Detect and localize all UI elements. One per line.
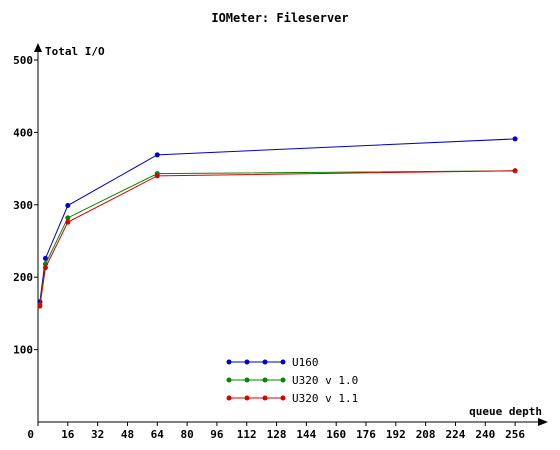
x-tick-label: 80 [180,428,193,441]
legend-marker [280,359,286,365]
x-tick-label: 256 [505,428,525,441]
data-point [65,203,71,209]
x-tick-label: 32 [91,428,104,441]
data-point [42,265,48,271]
legend-label: U320 v 1.1 [292,392,358,405]
legend-marker [226,377,232,383]
y-tick-label: 100 [13,344,33,357]
series-line [39,170,516,305]
y-axis-label: Total I/O [45,45,105,58]
x-tick-label: 176 [356,428,376,441]
legend-marker [226,395,232,401]
data-point [65,219,71,225]
y-tick-label: 200 [13,271,33,284]
legend: U160 U320 v 1.0 U320 v 1.1 [226,356,358,405]
data-point [512,168,518,174]
y-tick-label: 300 [13,199,33,212]
legend-marker [226,359,232,365]
chart-title: IOMeter: Fileserver [211,11,348,25]
x-tick-label: 48 [121,428,134,441]
x-tick-label: 128 [267,428,287,441]
x-axis-label: queue depth [469,405,542,418]
x-tick-label: 16 [61,428,75,441]
x-tick-label: 112 [237,428,257,441]
x-tick-label: 64 [151,428,165,441]
x-tick-label: 224 [446,428,466,441]
x-tick-label: 0 [27,428,34,441]
legend-label: U160 [292,356,319,369]
y-ticks: 100 200 300 400 500 [13,54,38,357]
legend-marker [280,377,286,383]
legend-marker [280,395,286,401]
legend-marker [244,359,250,365]
series-line [39,138,516,302]
x-tick-label: 192 [386,428,406,441]
legend-marker [244,377,250,383]
x-tick-label: 96 [210,428,224,441]
y-axis-arrow [34,43,42,52]
data-point [154,152,160,158]
y-tick-label: 500 [13,54,33,67]
legend-marker [244,395,250,401]
x-axis-arrow [538,418,548,426]
x-tick-label: 240 [475,428,495,441]
series-group [37,136,518,309]
x-tick-label: 208 [416,428,436,441]
legend-label: U320 v 1.0 [292,374,358,387]
series-line [39,170,516,307]
x-tick-label: 160 [326,428,346,441]
data-point [512,136,518,142]
legend-marker [262,377,268,383]
x-tick-label: 144 [296,428,316,441]
data-point [154,173,160,179]
legend-marker [262,359,268,365]
y-tick-label: 400 [13,126,33,139]
data-point [37,303,43,309]
data-point [65,215,71,221]
x-ticks: 0 16 32 48 64 80 96 112 128 144 160 176 192 208 224 240… [27,422,525,441]
legend-marker [262,395,268,401]
data-point [42,255,48,261]
